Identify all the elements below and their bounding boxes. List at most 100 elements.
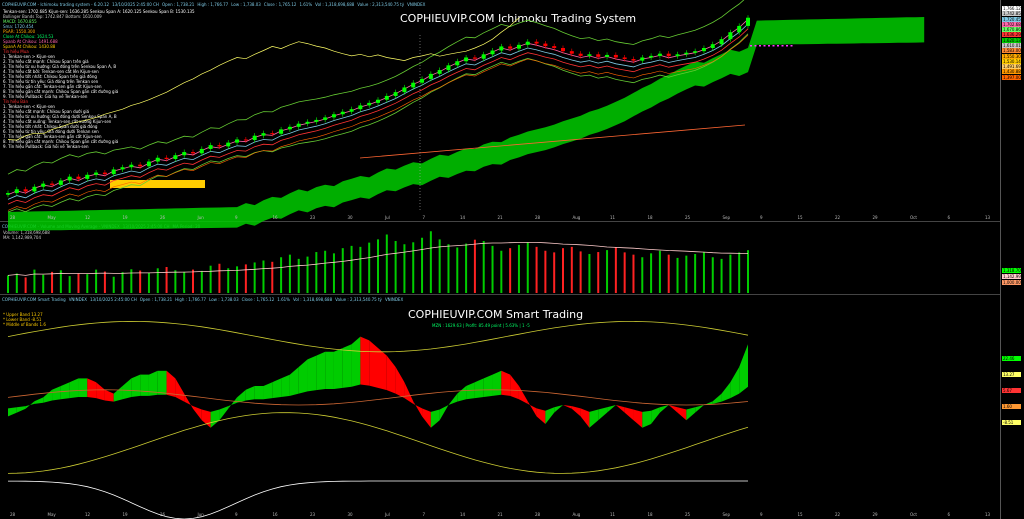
upper-band — [7, 320, 749, 353]
candle-body — [111, 169, 116, 175]
smart-ribbon-segment — [492, 370, 502, 396]
smart-ribbon-segment — [78, 378, 88, 398]
smart-ribbon-segment — [351, 336, 361, 387]
x-tick-label: 14 — [460, 215, 466, 220]
ichimoku-info-list: Tenkan-sen: 1702.685 Kijun-sen: 1636.285… — [3, 9, 195, 149]
axis-value-tag: 1,766.12 — [1002, 6, 1021, 11]
volume-bar — [562, 248, 564, 293]
candle-body — [446, 65, 451, 71]
candle-body — [23, 189, 28, 192]
info-line: MACD: 1670.855 — [3, 19, 37, 24]
axis-value-tag: 1,550.30 — [1002, 53, 1021, 59]
smart-ribbon-segment — [730, 367, 740, 399]
header-field: VNINDEX — [68, 297, 87, 302]
candle-body — [6, 193, 10, 195]
kijun-line — [7, 23, 749, 200]
candle-body — [420, 78, 425, 83]
x-tick-label: Jul — [385, 215, 390, 220]
smart-ribbon-segment — [16, 406, 26, 413]
lower-band — [7, 412, 749, 474]
volume-bar — [632, 254, 635, 293]
smart-ribbon-segment — [422, 408, 431, 428]
ichimoku-cloud-red — [110, 180, 205, 188]
smart-ribbon-segment — [122, 378, 132, 400]
smart-ribbon-segment — [404, 382, 414, 404]
candle-body — [296, 123, 301, 127]
header-field: 13/10/2025 2:45:00 CH — [112, 2, 159, 7]
smart-ribbon-segment — [615, 405, 625, 413]
x-tick-label: 26 — [160, 215, 166, 220]
volume-bar — [473, 239, 476, 293]
x-tick-label: 26 — [160, 512, 166, 517]
candle-body — [596, 54, 601, 57]
info-line: Tenkan-sen: 1702.685 Kijun-sen: 1636.285… — [3, 9, 195, 14]
candle-body — [675, 54, 680, 57]
smart-ribbon-segment — [184, 393, 193, 409]
x-tick-label: Aug — [572, 215, 581, 220]
smart-ribbon-segment — [712, 393, 722, 404]
axis-value-tag: 1,702.68 — [1002, 21, 1021, 27]
candle-body — [199, 148, 204, 154]
volume-bar — [720, 258, 723, 293]
info-line: 3. Tín hiệu từ xu hướng: Giá đóng dưới S… — [3, 114, 117, 119]
candle-body — [155, 157, 160, 162]
volume-bar — [218, 263, 221, 293]
info-line: 4. Tín hiệu cắt bởi: Tenkan-sen cắt lên … — [3, 69, 99, 74]
volume-bar — [121, 272, 124, 293]
smart-ribbon-segment — [219, 406, 229, 421]
info-line: 3. Tín hiệu từ xu hướng: Giá đóng trên S… — [3, 64, 117, 69]
axis-value-tag: 13.27 — [1002, 372, 1021, 377]
volume-bar — [544, 250, 547, 293]
volume-bar — [7, 275, 9, 293]
axis-value-tag: 1,491.69 — [1002, 64, 1021, 70]
x-tick-label: 23 — [310, 215, 316, 220]
info-line: 6. Tín hiệu từ tín yêu: Giá đóng dưới Te… — [3, 129, 99, 134]
info-line: 9. Tín hiệu Pullback: Giá hồi về Tenkan-… — [3, 144, 89, 149]
x-tick-label: 25 — [685, 215, 691, 220]
x-tick-label: Oct — [910, 512, 917, 517]
smart-ribbon-segment — [624, 407, 634, 421]
x-tick-label: 9 — [235, 512, 238, 517]
x-tick-label: 18 — [647, 512, 653, 517]
info-line: PSAR: 1550.300 — [3, 29, 36, 34]
ichimoku-cloud — [8, 17, 925, 231]
volume-bar — [694, 254, 697, 293]
volume-bar — [465, 243, 468, 293]
candle-body — [270, 133, 275, 135]
smart-ribbon-segment — [325, 351, 334, 390]
candle-body — [76, 176, 81, 179]
middle-band — [7, 389, 749, 406]
volume-bar — [570, 246, 573, 293]
smart-ribbon-segment — [281, 374, 290, 398]
volume-bar — [297, 258, 300, 293]
candle-body — [393, 92, 398, 96]
volume-bar — [200, 270, 203, 293]
projection-dash — [754, 45, 757, 47]
volume-bar — [438, 239, 441, 293]
smart-ribbon-segment — [483, 374, 493, 398]
axis-value-tag: 1,530.14 — [1002, 58, 1021, 64]
volume-bar — [209, 265, 212, 293]
volume-bar — [403, 244, 406, 293]
candle-body — [437, 70, 442, 74]
volume-bar — [68, 276, 71, 293]
x-tick-label: 12 — [85, 215, 91, 220]
info-line: 9. Tín hiệu Pullback: Giá hạ về Tenkan-s… — [3, 94, 88, 99]
smart-ribbon-segment — [659, 405, 669, 413]
smart-ribbon-segment — [545, 407, 555, 424]
x-tick-label: 11 — [610, 512, 616, 517]
volume-bar — [676, 257, 679, 293]
smart-ribbon-segment — [448, 393, 458, 405]
pane-divider-1 — [0, 221, 1000, 222]
projection-dash — [781, 45, 784, 47]
info-line: Close At Chikou: 1624.53 — [3, 34, 54, 39]
volume-bar — [244, 264, 247, 293]
smart-ribbon-segment — [430, 409, 440, 428]
candle-body — [191, 152, 195, 154]
x-tick-label: 30 — [347, 512, 353, 517]
candle-body — [120, 167, 125, 170]
volume-bar — [614, 247, 617, 293]
smart-ribbon-segment — [607, 405, 616, 413]
candle-body — [173, 155, 178, 160]
axis-value-tag: 1,620.13 — [1002, 37, 1021, 43]
